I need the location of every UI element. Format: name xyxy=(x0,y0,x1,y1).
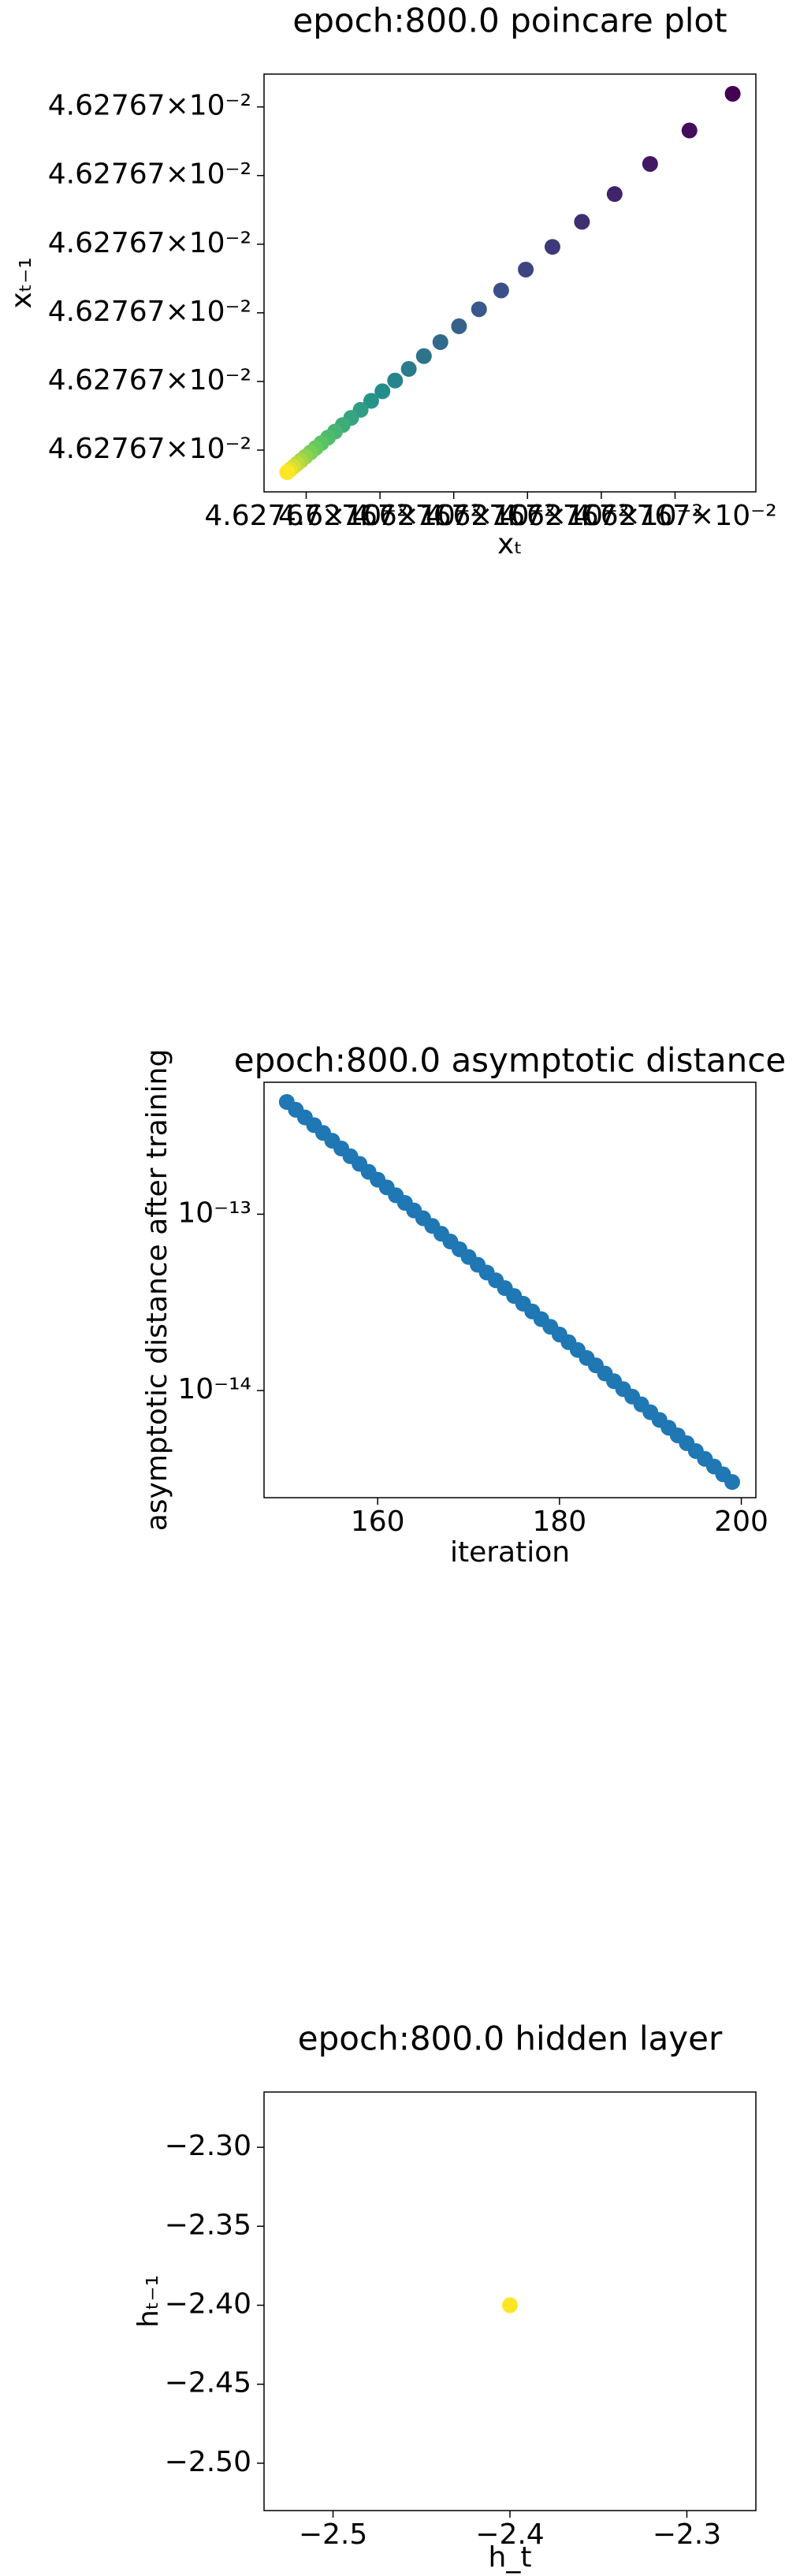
point xyxy=(415,348,432,364)
point xyxy=(724,85,741,102)
y-tick-label: −2.50 xyxy=(165,2446,251,2478)
y-tick-label: −2.40 xyxy=(165,2288,251,2321)
point xyxy=(642,155,658,172)
y-tick-label: 4.62767×10⁻² xyxy=(48,227,251,259)
x-tick-label: −2.4 xyxy=(475,2518,544,2551)
point xyxy=(493,282,509,299)
y-tick-label: 4.62767×10⁻² xyxy=(48,296,251,328)
x-axis-label: h_t xyxy=(489,2541,532,2574)
x-tick-label: 4.62767×10⁻² xyxy=(352,500,556,532)
y-tick-label: −2.30 xyxy=(165,2130,251,2162)
y-axis-label: xₜ₋₁ xyxy=(6,257,38,308)
y-tick-label: −2.35 xyxy=(165,2209,251,2241)
y-axis-label: hₜ₋₁ xyxy=(132,2275,165,2328)
point xyxy=(451,318,467,334)
y-tick-label: −2.45 xyxy=(165,2367,251,2399)
y-tick-label: 4.62767×10⁻² xyxy=(48,90,251,122)
point xyxy=(574,214,590,230)
x-tick-label: 180 xyxy=(533,1506,587,1538)
y-tick-label: 10⁻¹³ xyxy=(177,1197,251,1229)
point xyxy=(279,464,296,481)
point xyxy=(544,239,560,255)
y-tick-label: 4.62767×10⁻² xyxy=(48,433,251,465)
x-tick-label: −2.3 xyxy=(653,2518,721,2551)
x-tick-label: 4.62767×10⁻² xyxy=(573,500,776,532)
chart-title: epoch:800.0 hidden layer xyxy=(298,2019,723,2058)
point xyxy=(471,301,487,318)
y-axis-label: asymptotic distance after training xyxy=(141,1049,173,1532)
point xyxy=(374,383,391,400)
point xyxy=(363,393,379,409)
x-axis-label: xₜ xyxy=(497,528,523,560)
x-tick-label: 160 xyxy=(351,1506,405,1538)
x-tick-label: 4.62767×10⁻² xyxy=(500,500,703,532)
x-tick-label: 4.62767×10⁻² xyxy=(278,500,482,532)
point xyxy=(681,122,698,139)
chart-title: epoch:800.0 asymptotic distance xyxy=(234,1041,786,1080)
point xyxy=(400,361,417,378)
y-tick-label: 4.62767×10⁻² xyxy=(48,158,251,191)
point xyxy=(387,372,404,389)
x-tick-label: 4.62767×10⁻² xyxy=(204,500,407,532)
point xyxy=(502,2297,518,2314)
y-tick-label: 10⁻¹⁴ xyxy=(177,1373,251,1405)
x-axis-label: iteration xyxy=(450,1536,570,1569)
y-tick-label: 4.62767×10⁻² xyxy=(48,364,251,396)
point xyxy=(606,186,623,203)
x-tick-label: −2.5 xyxy=(299,2518,367,2551)
chart-title: epoch:800.0 poincare plot xyxy=(292,2,727,40)
point xyxy=(724,1474,741,1491)
plot-frame xyxy=(263,73,757,493)
point xyxy=(518,261,534,277)
x-tick-label: 200 xyxy=(714,1506,768,1538)
plot-frame xyxy=(263,1081,757,1498)
x-tick-label: 4.62767×10⁻² xyxy=(426,500,629,532)
point xyxy=(432,333,448,350)
